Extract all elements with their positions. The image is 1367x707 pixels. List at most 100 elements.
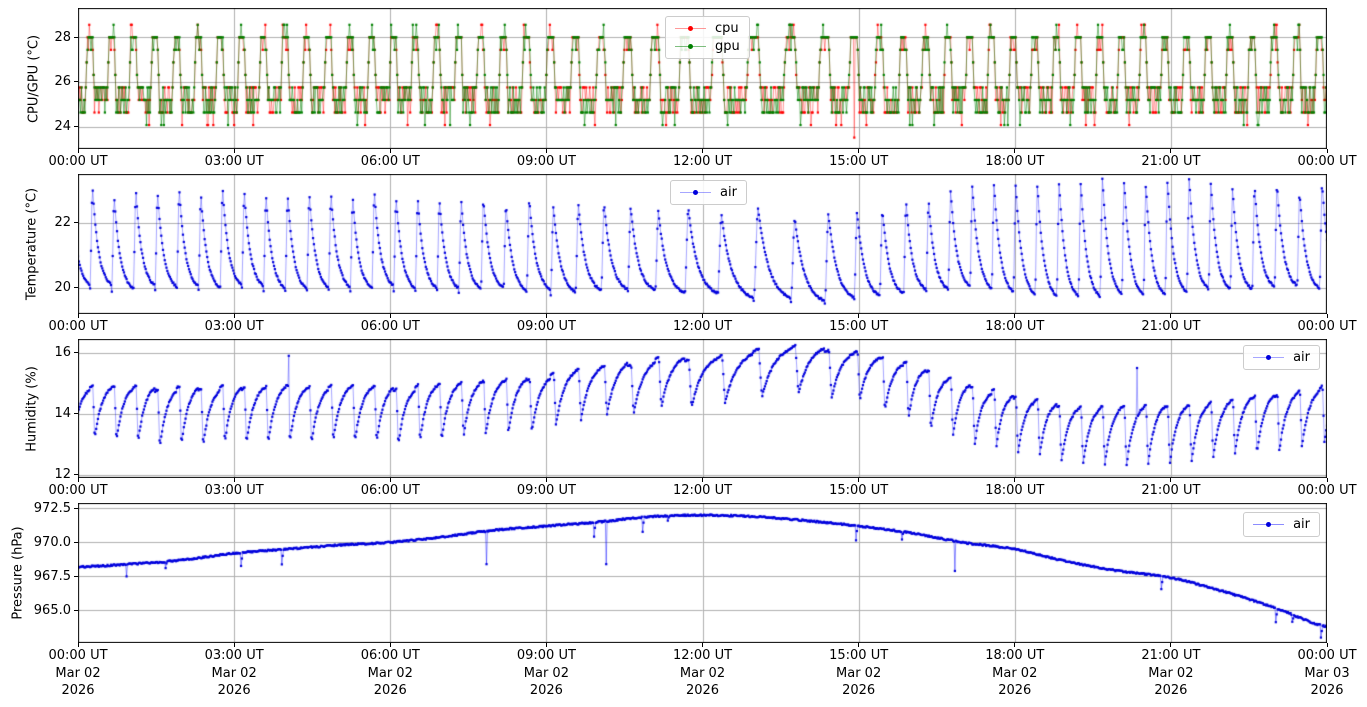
x-tick-time: 15:00 UT <box>829 648 889 663</box>
x-tick-label: 06:00 UT <box>340 318 440 336</box>
x-tick-mark <box>1014 149 1016 153</box>
x-tick-mark <box>233 314 235 318</box>
x-tick-mark <box>858 314 860 318</box>
y-tick-label: 16 <box>54 345 71 361</box>
x-tick-label: 21:00 UT <box>1121 318 1221 336</box>
legend-label: air <box>1293 350 1310 365</box>
x-tick-time: 21:00 UT <box>1141 483 1201 498</box>
legend-marker-dot <box>693 190 699 195</box>
legend-entry: gpu <box>675 39 740 54</box>
x-tick-mark <box>77 643 79 647</box>
y-tick-mark <box>74 222 78 224</box>
y-tick-mark <box>74 609 78 611</box>
x-tick-mark <box>1170 478 1172 482</box>
legend-marker-dot <box>1266 355 1272 360</box>
x-tick-time: 06:00 UT <box>360 319 420 334</box>
panel-humidity: Humidity (%) 12 14 16 00:00 UT 03:00 UT 06:00… <box>25 339 1357 498</box>
x-tick-mark <box>702 478 703 482</box>
legend-line-sample <box>675 23 707 34</box>
x-tick-label: 00:00 UT <box>1277 318 1367 336</box>
legend-marker-dot <box>688 26 694 31</box>
x-tick-date: Mar 02 <box>367 665 413 681</box>
x-tick-time: 21:00 UT <box>1141 648 1201 663</box>
x-tick-time: 03:00 UT <box>204 648 264 663</box>
x-tick-mark <box>1014 643 1016 647</box>
x-tick-date: Mar 03 <box>1304 665 1350 681</box>
x-tick-label: 15:00 UT <box>809 318 909 336</box>
x-tick-mark <box>389 643 391 647</box>
x-tick-label: 21:00 UT <box>1121 482 1221 500</box>
x-tick-year: 2026 <box>529 683 563 698</box>
legend-line-sample <box>1253 519 1285 530</box>
x-tick-time: 15:00 UT <box>829 154 889 169</box>
x-tick-date: Mar 02 <box>679 665 726 681</box>
x-tick-mark <box>77 478 79 482</box>
x-tick-year: 2026 <box>842 683 876 698</box>
legend-entry: air <box>680 185 737 200</box>
x-tick-time: 09:00 UT <box>516 154 576 169</box>
x-tick-label: 09:00 UT <box>496 318 596 336</box>
y-tick-mark <box>74 126 78 128</box>
y-tick-label: 22 <box>54 215 71 231</box>
x-tick-label: 15:00 UT <box>809 153 909 171</box>
legend-line-sample <box>675 41 707 52</box>
legend-entry: cpu <box>675 21 740 36</box>
x-tick-label: 03:00 UT Mar 02 2026 <box>184 647 284 700</box>
legend-label: gpu <box>715 39 740 54</box>
x-tick-date: Mar 02 <box>55 665 101 681</box>
x-tick-label: 21:00 UT <box>1121 153 1221 171</box>
x-tick-label: 06:00 UT <box>340 153 440 171</box>
legend: cpu gpu <box>665 16 750 59</box>
y-tick-label: 972.5 <box>33 500 71 516</box>
x-tick-mark <box>77 149 79 153</box>
x-tick-mark <box>1014 314 1016 318</box>
x-tick-year: 2026 <box>998 683 1032 698</box>
x-tick-time: 00:00 UT <box>1297 648 1357 663</box>
y-tick-label: 12 <box>54 467 71 483</box>
x-tick-label: 09:00 UT Mar 02 2026 <box>496 647 596 700</box>
x-tick-mark <box>545 314 547 318</box>
y-tick-label: 24 <box>54 119 71 135</box>
x-tick-mark <box>233 478 235 482</box>
x-tick-label: 03:00 UT <box>184 318 284 336</box>
x-tick-label: 00:00 UT <box>1277 153 1367 171</box>
x-tick-time: 06:00 UT <box>360 483 420 498</box>
x-tick-label: 09:00 UT <box>496 153 596 171</box>
panel-cpu-gpu-temperature: CPU/GPU (°C) 24 26 28 00:00 UT 03:00 UT 06:00… <box>27 8 1357 169</box>
panel-air-temperature: Temperature (°C) 20 22 00:00 UT 03:00 UT 06:… <box>25 174 1357 334</box>
x-tick-label: 18:00 UT <box>965 318 1065 336</box>
x-tick-date: Mar 02 <box>1148 665 1194 681</box>
x-tick-year: 2026 <box>373 683 407 698</box>
x-tick-mark <box>233 643 235 647</box>
y-tick-mark <box>74 541 78 543</box>
x-tick-label: 03:00 UT <box>184 153 284 171</box>
x-tick-label: 15:00 UT Mar 02 2026 <box>809 647 909 700</box>
x-tick-mark <box>702 314 703 318</box>
legend-marker-dot <box>688 44 694 49</box>
x-tick-time: 03:00 UT <box>204 154 264 169</box>
legend-entry: air <box>1253 350 1310 365</box>
x-tick-label: 00:00 UT <box>28 153 128 171</box>
x-tick-label: 00:00 UT <box>28 482 128 500</box>
x-tick-mark <box>858 149 860 153</box>
x-tick-mark <box>77 314 79 318</box>
y-tick-label: 26 <box>54 74 71 90</box>
x-tick-time: 00:00 UT <box>1297 319 1357 334</box>
x-tick-label: 21:00 UT Mar 02 2026 <box>1121 647 1221 700</box>
x-tick-time: 09:00 UT <box>516 319 576 334</box>
x-tick-time: 18:00 UT <box>985 154 1045 169</box>
x-tick-time: 15:00 UT <box>829 483 889 498</box>
x-tick-mark <box>545 643 547 647</box>
x-tick-label: 06:00 UT <box>340 482 440 500</box>
x-tick-date: Mar 02 <box>836 665 882 681</box>
y-tick-mark <box>74 575 78 577</box>
panel-pressure: Pressure (hPa) 965.0 967.5 970.0 972.5 00:00… <box>11 501 1357 698</box>
x-tick-mark <box>1326 314 1328 318</box>
x-tick-time: 12:00 UT <box>672 648 733 663</box>
x-tick-time: 21:00 UT <box>1141 319 1201 334</box>
x-tick-date: Mar 02 <box>211 665 257 681</box>
y-tick-mark <box>74 287 78 289</box>
x-tick-mark <box>1326 643 1328 647</box>
x-tick-time: 12:00 UT <box>672 319 733 334</box>
x-tick-time: 00:00 UT <box>48 319 108 334</box>
